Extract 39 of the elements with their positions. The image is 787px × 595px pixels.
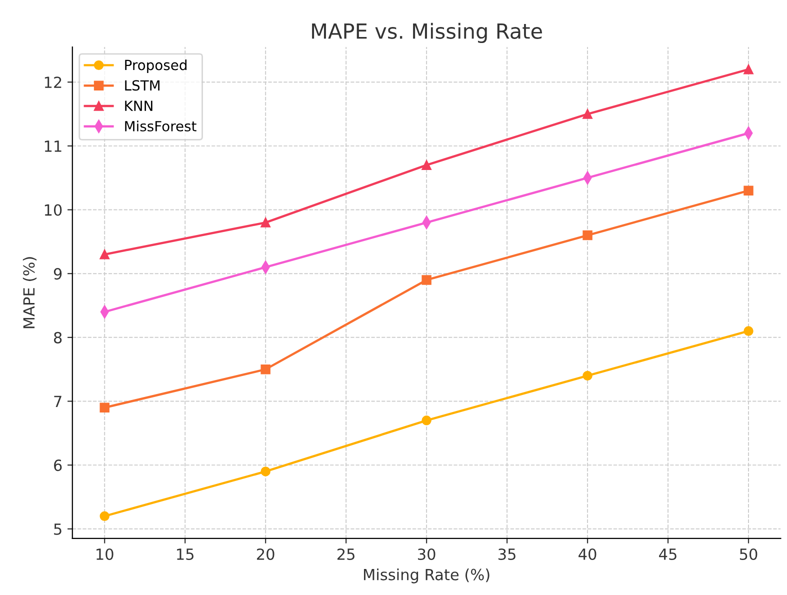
x-tick-label: 20 [256, 548, 274, 560]
point [744, 64, 754, 74]
x-tick-label: 15 [177, 548, 194, 560]
y-tick-label: 10 [44, 204, 62, 216]
y-tick-label: 5 [54, 524, 62, 535]
point [582, 230, 592, 240]
y-tick-label: 8 [54, 332, 62, 344]
y-tick-label: 12 [44, 76, 62, 88]
x-tick-label: 10 [96, 548, 114, 560]
x-tick-label: 35 [498, 548, 516, 560]
chart-title: MAPE vs. Missing Rate [312, 22, 542, 44]
y-tick-label: 9 [54, 268, 62, 280]
y-axis-title: MAPE (%) [22, 257, 37, 328]
point [744, 326, 754, 336]
point [422, 275, 432, 285]
point [422, 160, 432, 170]
point [100, 250, 110, 260]
x-axis-title: Missing Rate (%) [364, 568, 490, 584]
legend-label: Proposed [125, 60, 186, 73]
point [100, 402, 110, 412]
legend-label: LSTM [125, 80, 160, 91]
x-tick-label: 30 [418, 548, 436, 560]
legend-label: MissForest [125, 120, 196, 132]
point [260, 218, 270, 228]
point [744, 186, 754, 196]
x-tick-label: 40 [578, 548, 596, 560]
point [582, 109, 592, 119]
x-tick-label: 50 [740, 548, 758, 560]
point [260, 364, 270, 374]
y-tick-label: 6 [54, 460, 62, 472]
point [100, 511, 110, 521]
x-tick-label: 25 [337, 548, 354, 560]
point [582, 370, 592, 381]
x-tick-label: 45 [659, 548, 676, 560]
point [422, 416, 432, 426]
y-tick-label: 11 [44, 140, 62, 152]
point [260, 466, 270, 476]
legend-label: KNN [125, 100, 152, 111]
y-tick-label: 7 [54, 396, 62, 408]
